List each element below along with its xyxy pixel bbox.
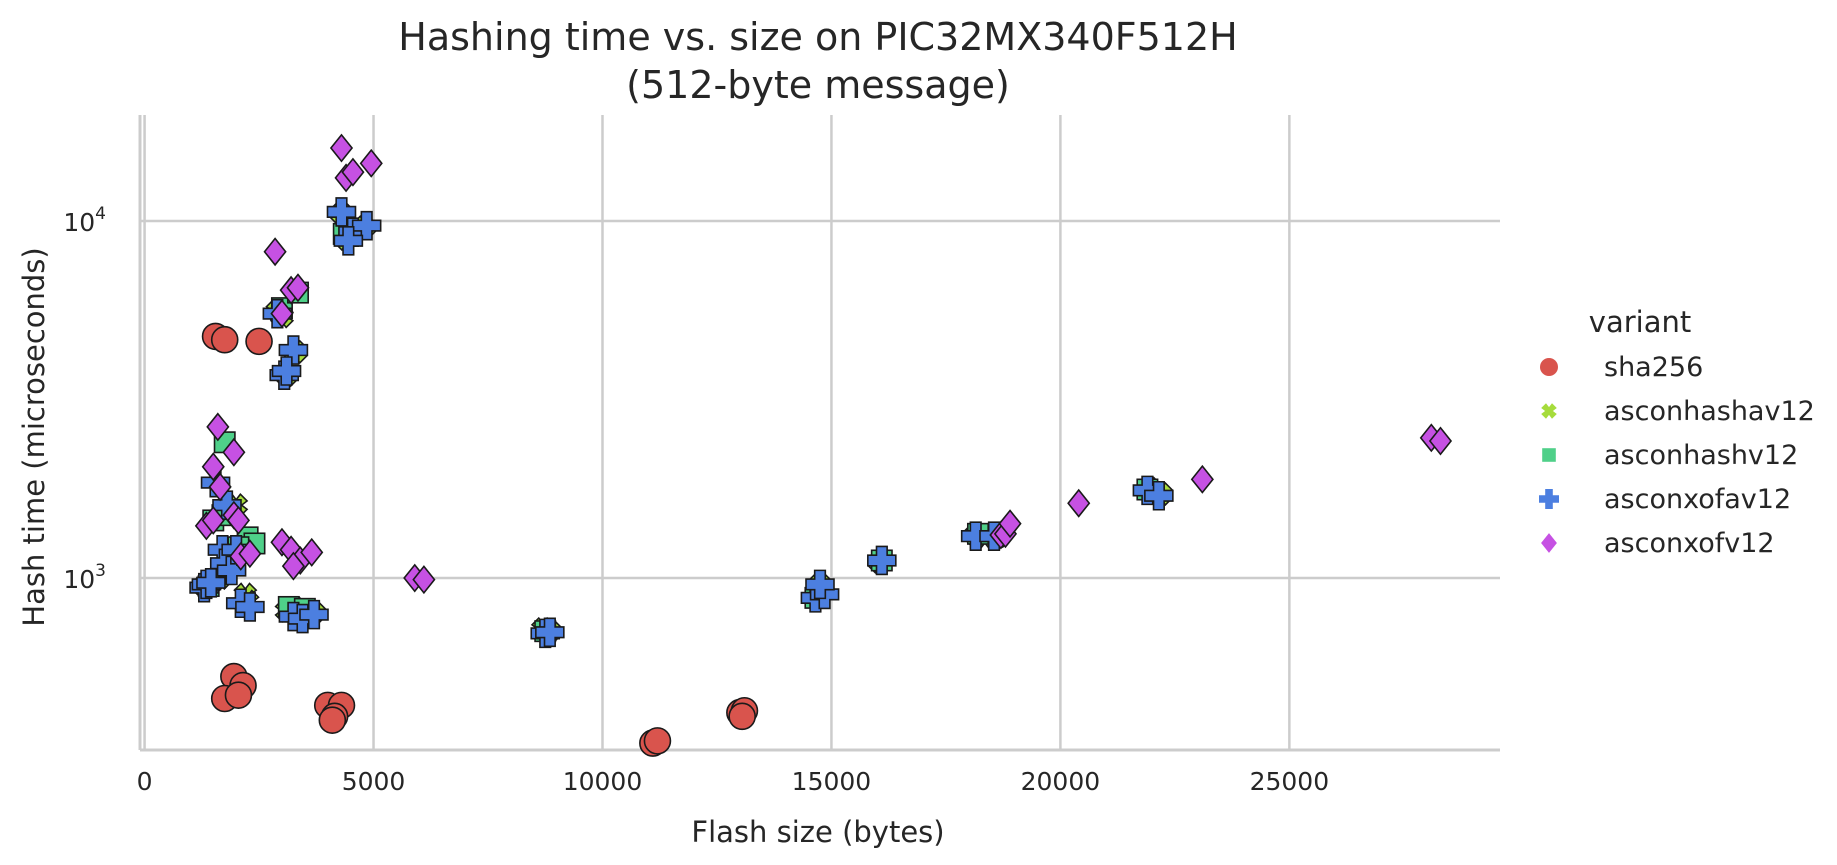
axes bbox=[138, 115, 1500, 752]
point-asconxofv12 bbox=[412, 565, 436, 595]
legend-marker-asconxofv12 bbox=[1541, 533, 1557, 553]
point-asconxofv12 bbox=[359, 148, 383, 178]
series-asconxofav12 bbox=[189, 197, 1174, 649]
point-asconxofav12 bbox=[299, 599, 329, 630]
point-asconxofv12 bbox=[208, 472, 232, 502]
series-asconhashav12 bbox=[191, 201, 1174, 644]
x-tick-label: 25000 bbox=[1250, 767, 1330, 796]
tick-labels: 0 5000 10000 15000 20000 25000 103 104 bbox=[63, 204, 1329, 796]
legend-label-asconxofav12: asconxofav12 bbox=[1604, 484, 1791, 515]
chart-subtitle: (512-byte message) bbox=[626, 63, 1010, 107]
point-asconxofv12 bbox=[201, 452, 225, 482]
point-asconxofv12 bbox=[286, 273, 310, 303]
point-asconxofv12 bbox=[222, 437, 246, 467]
series-sha256 bbox=[201, 322, 759, 757]
point-asconxofav12 bbox=[278, 335, 309, 365]
point-asconxofv12 bbox=[263, 237, 287, 267]
point-asconxofav12 bbox=[196, 567, 226, 598]
series-asconxofv12 bbox=[194, 133, 1453, 595]
point-asconxofv12 bbox=[341, 157, 365, 187]
legend-marker-asconxofav12 bbox=[1539, 489, 1559, 509]
point-sha256 bbox=[728, 702, 756, 731]
legend: variant sha256 asconhashav12 asconhashv12 a… bbox=[1539, 305, 1815, 559]
point-asconxofv12 bbox=[329, 133, 354, 163]
point-sha256 bbox=[245, 327, 273, 356]
point-sha256 bbox=[318, 706, 347, 734]
point-asconxofv12 bbox=[1428, 426, 1453, 456]
point-asconxofav12 bbox=[235, 592, 265, 622]
point-asconxofv12 bbox=[226, 505, 251, 535]
legend-title: variant bbox=[1589, 305, 1691, 339]
x-tick-label: 0 bbox=[137, 767, 153, 796]
legend-marker-asconhashav12 bbox=[1541, 403, 1557, 419]
legend-label-asconxofv12: asconxofv12 bbox=[1604, 528, 1775, 559]
data-points bbox=[189, 133, 1453, 757]
point-asconxofav12 bbox=[805, 569, 835, 600]
y-tick-label: 104 bbox=[63, 204, 106, 237]
point-asconxofv12 bbox=[1067, 488, 1091, 518]
legend-label-asconhashav12: asconhashav12 bbox=[1604, 396, 1815, 427]
legend-label-sha256: sha256 bbox=[1604, 352, 1703, 383]
y-tick-label: 103 bbox=[63, 561, 106, 594]
point-sha256 bbox=[224, 681, 253, 709]
legend-marker-sha256 bbox=[1540, 358, 1558, 376]
legend-marker-asconhashv12 bbox=[1542, 448, 1556, 462]
point-asconxofv12 bbox=[1190, 464, 1214, 494]
point-asconxofav12 bbox=[351, 210, 382, 241]
point-asconxofv12 bbox=[998, 509, 1022, 539]
point-asconxofv12 bbox=[281, 551, 305, 581]
x-tick-label: 15000 bbox=[792, 767, 872, 796]
y-axis-label: Hash time (microseconds) bbox=[17, 247, 51, 626]
point-asconxofv12 bbox=[206, 412, 230, 442]
point-asconxofav12 bbox=[867, 545, 897, 576]
x-tick-label: 5000 bbox=[342, 767, 406, 796]
chart-title: Hashing time vs. size on PIC32MX340F512H bbox=[398, 15, 1237, 59]
point-asconxofv12 bbox=[300, 537, 324, 567]
legend-label-asconhashv12: asconhashv12 bbox=[1604, 440, 1798, 471]
point-sha256 bbox=[210, 325, 239, 354]
point-asconxofav12 bbox=[535, 617, 565, 648]
point-asconxofav12 bbox=[326, 197, 357, 227]
point-asconxofv12 bbox=[238, 539, 262, 569]
x-tick-label: 20000 bbox=[1021, 767, 1101, 796]
point-asconxofv12 bbox=[270, 527, 294, 557]
x-tick-label: 10000 bbox=[563, 767, 643, 796]
point-asconxofv12 bbox=[270, 299, 294, 329]
x-axis-label: Flash size (bytes) bbox=[691, 815, 944, 849]
point-asconxofav12 bbox=[271, 356, 302, 386]
point-sha256 bbox=[643, 727, 672, 755]
point-asconxofav12 bbox=[333, 225, 364, 256]
point-asconxofav12 bbox=[1144, 480, 1174, 511]
point-asconxofv12 bbox=[201, 505, 225, 535]
